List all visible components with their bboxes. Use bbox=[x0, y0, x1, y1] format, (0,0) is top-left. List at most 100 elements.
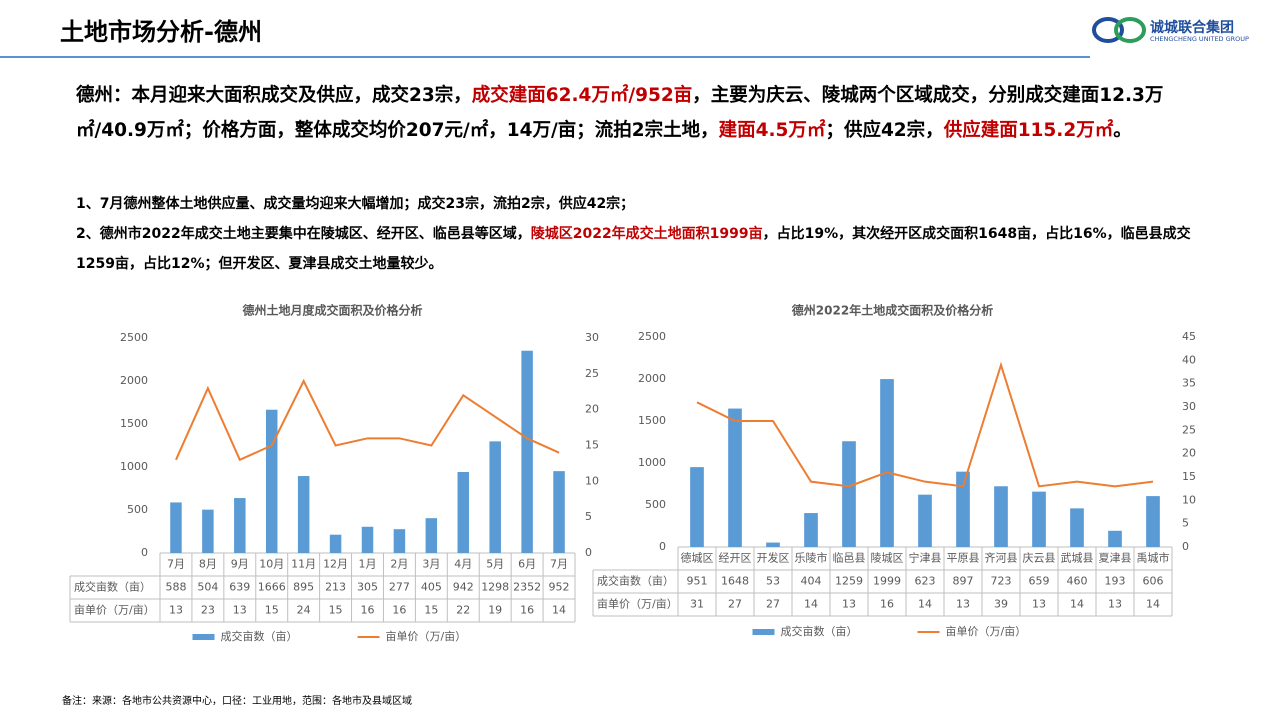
y2-tick-label: 40 bbox=[1182, 353, 1196, 366]
table-value: 13 bbox=[956, 598, 970, 611]
y2-tick-label: 20 bbox=[1182, 447, 1196, 460]
table-value: 277 bbox=[389, 581, 410, 594]
bar bbox=[297, 476, 310, 553]
bar bbox=[880, 379, 894, 547]
table-value: 53 bbox=[766, 575, 780, 588]
x-tick-label: 齐河县 bbox=[985, 551, 1018, 565]
x-tick-label: 9月 bbox=[231, 558, 249, 571]
y2-tick-label: 15 bbox=[1182, 470, 1196, 483]
x-tick-label: 3月 bbox=[422, 558, 440, 571]
table-value: 623 bbox=[915, 575, 936, 588]
x-tick-label: 临邑县 bbox=[833, 551, 866, 565]
table-value: 14 bbox=[918, 598, 932, 611]
x-tick-label: 经开区 bbox=[719, 552, 752, 565]
x-tick-label: 8月 bbox=[199, 558, 217, 571]
table-value: 14 bbox=[1146, 598, 1160, 611]
x-tick-label: 德城区 bbox=[681, 551, 714, 565]
table-value: 897 bbox=[953, 575, 974, 588]
table-value: 13 bbox=[233, 604, 247, 617]
text: ，主要为庆云、陵城两个区域成交，分别成交建面12.3万㎡/40.9万㎡；价格方面… bbox=[76, 85, 1164, 141]
logo-mark bbox=[1092, 17, 1146, 43]
table-value: 951 bbox=[687, 575, 708, 588]
table-value: 16 bbox=[880, 598, 894, 611]
x-tick-label: 12月 bbox=[323, 558, 348, 571]
footnote: 备注：来源：各地市公共资源中心，口径：工业用地，范围：各地市及县域区域 bbox=[62, 696, 412, 707]
x-tick-label: 6月 bbox=[518, 558, 536, 571]
bar bbox=[728, 408, 742, 547]
table-value: 1648 bbox=[721, 575, 749, 588]
page-title: 土地市场分析-德州 bbox=[60, 18, 262, 46]
bar bbox=[489, 441, 501, 553]
table-value: 1298 bbox=[481, 581, 509, 594]
bar bbox=[553, 471, 565, 553]
chart-title: 德州土地月度成交面积及价格分析 bbox=[242, 303, 422, 318]
table-value: 15 bbox=[329, 604, 343, 617]
y-tick-label: 500 bbox=[645, 498, 666, 511]
y-tick-label: 500 bbox=[127, 503, 148, 516]
legend-label: 成交亩数（亩） bbox=[781, 624, 858, 638]
bar bbox=[994, 486, 1008, 547]
bar bbox=[393, 529, 406, 553]
table-value: 14 bbox=[552, 604, 566, 617]
y-tick-label: 1000 bbox=[120, 460, 148, 473]
logo-subtitle: CHENGCHENG UNITED GROUP bbox=[1150, 35, 1249, 43]
table-value: 1666 bbox=[258, 581, 286, 594]
table-value: 27 bbox=[728, 598, 742, 611]
table-row-label: 成交亩数（亩） bbox=[74, 580, 151, 594]
table-value: 588 bbox=[165, 581, 186, 594]
bar bbox=[425, 518, 438, 553]
table-value: 19 bbox=[488, 604, 502, 617]
table-value: 193 bbox=[1105, 575, 1126, 588]
x-tick-label: 夏津县 bbox=[1099, 552, 1132, 565]
x-tick-label: 2月 bbox=[390, 558, 408, 571]
chart-title: 德州2022年土地成交面积及价格分析 bbox=[792, 303, 993, 318]
x-tick-label: 乐陵市 bbox=[795, 551, 828, 565]
x-tick-label: 开发区 bbox=[757, 551, 790, 565]
y2-tick-label: 25 bbox=[585, 367, 599, 380]
bar bbox=[804, 513, 818, 547]
bar bbox=[329, 534, 342, 553]
y-tick-label: 1500 bbox=[120, 417, 148, 430]
y-tick-label: 0 bbox=[659, 540, 666, 553]
y2-tick-label: 5 bbox=[585, 510, 592, 523]
x-tick-label: 7月 bbox=[167, 558, 185, 571]
highlight-text: 陵城区2022年成交土地面积1999亩 bbox=[530, 226, 763, 242]
x-tick-label: 7月 bbox=[550, 558, 568, 571]
bar bbox=[521, 350, 533, 553]
bar bbox=[690, 467, 704, 547]
bar bbox=[1070, 508, 1084, 547]
bar bbox=[234, 498, 246, 553]
bar bbox=[918, 494, 932, 547]
x-tick-label: 陵城区 bbox=[871, 552, 904, 565]
table-value: 1259 bbox=[835, 575, 863, 588]
bar bbox=[265, 409, 278, 553]
table-row-label: 亩单价（万/亩） bbox=[74, 603, 155, 617]
highlight-text: 成交建面62.4万㎡/952亩 bbox=[471, 85, 693, 106]
bar bbox=[457, 471, 470, 553]
line-series bbox=[696, 361, 1154, 488]
x-tick-label: 禹城市 bbox=[1137, 551, 1170, 565]
table-value: 39 bbox=[994, 598, 1008, 611]
table-value: 639 bbox=[229, 581, 250, 594]
text: 德州：本月迎来大面积成交及供应，成交23宗， bbox=[76, 85, 472, 106]
table-value: 13 bbox=[169, 604, 183, 617]
table-value: 27 bbox=[766, 598, 780, 611]
bar bbox=[361, 526, 374, 553]
table-value: 15 bbox=[424, 604, 438, 617]
x-tick-label: 宁津县 bbox=[909, 551, 942, 565]
y2-tick-label: 20 bbox=[585, 403, 599, 416]
table-value: 16 bbox=[392, 604, 406, 617]
table-value: 22 bbox=[456, 604, 470, 617]
key-point: 2、德州市2022年成交土地主要集中在陵城区、经开区、临邑县等区域，陵城区202… bbox=[76, 219, 1206, 279]
table-value: 16 bbox=[520, 604, 534, 617]
key-point: 1、7月德州整体土地供应量、成交量均迎来大幅增加；成交23宗，流拍2宗，供应42… bbox=[76, 189, 1206, 219]
table-value: 31 bbox=[690, 598, 704, 611]
table-value: 1999 bbox=[873, 575, 901, 588]
table-value: 404 bbox=[801, 575, 822, 588]
bar bbox=[1032, 491, 1046, 547]
y-tick-label: 0 bbox=[141, 546, 148, 559]
table-value: 13 bbox=[842, 598, 856, 611]
table-value: 942 bbox=[453, 581, 474, 594]
y2-tick-label: 10 bbox=[1182, 493, 1196, 506]
